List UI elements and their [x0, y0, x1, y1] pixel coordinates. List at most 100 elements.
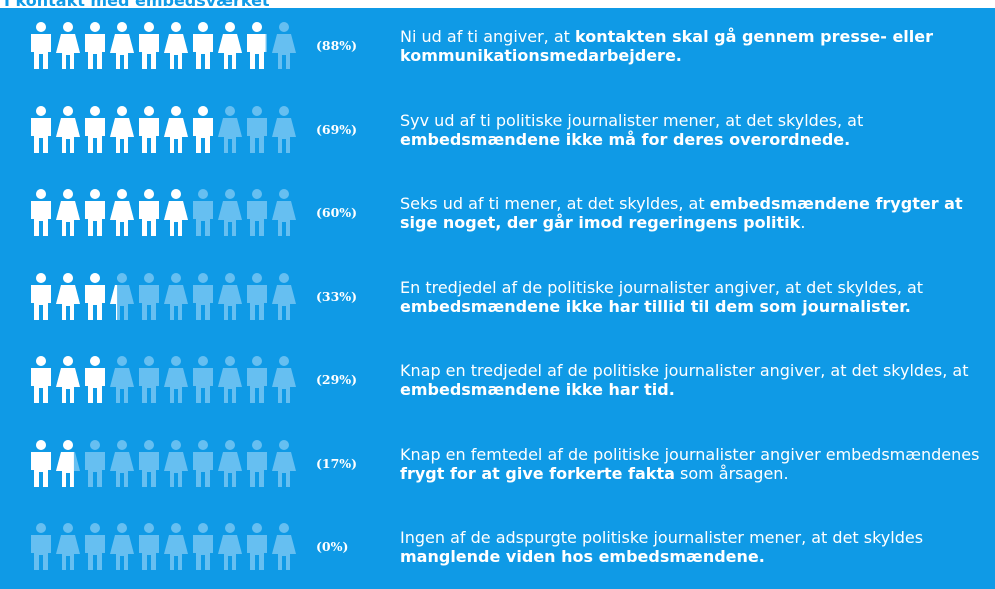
- person-icon: [164, 356, 188, 403]
- description-text: frygt for at give forkerte fakta: [400, 463, 675, 483]
- person-icon: [218, 272, 242, 320]
- person-icon: [56, 22, 80, 69]
- person-icon: [85, 523, 105, 570]
- description-text: Ni ud af ti angiver, at: [400, 27, 575, 46]
- person-icon: [247, 189, 267, 236]
- person-icon: [139, 105, 159, 153]
- person-icon: [139, 356, 159, 403]
- filled-icons: [31, 22, 266, 69]
- description: Ingen af de adspurgte politiske journali…: [400, 528, 980, 566]
- description: Syv ud af ti politiske journalister mene…: [400, 111, 980, 149]
- description-text: som årsagen.: [674, 463, 789, 483]
- person-icon: [110, 105, 134, 153]
- person-icon: [110, 22, 134, 69]
- description-text: Syv ud af ti politiske journalister mene…: [400, 110, 864, 130]
- row: (0%) Ingen af de adspurgte politiske jour…: [0, 509, 995, 589]
- row: (33%) En tredjedel af de politiske journa…: [0, 259, 995, 339]
- person-icon: [193, 22, 213, 69]
- person-icon: [272, 523, 296, 570]
- value-label: (0%): [316, 539, 349, 554]
- person-icon: [218, 523, 242, 570]
- icon-row: [31, 439, 296, 487]
- person-icon: [139, 523, 159, 570]
- person-icon: [56, 189, 80, 236]
- person-icon: [247, 356, 267, 403]
- description-text: Knap en femtedel af de politiske journal…: [400, 444, 980, 464]
- description-text: kontakten skal gå gennem presse- eller k…: [400, 27, 934, 65]
- person-icon: [164, 105, 188, 153]
- empty-icons: [31, 523, 296, 570]
- person-icon: [56, 272, 80, 320]
- row: (60%) Seks ud af ti mener, at det skyldes…: [0, 175, 995, 255]
- value-label: (33%): [316, 288, 358, 304]
- description-text: En tredjedel af de politiske journaliste…: [400, 277, 924, 297]
- row: (17%) Knap en femtedel af de politiske jo…: [0, 426, 995, 506]
- description: Knap en tredjedel af de politiske journa…: [400, 361, 980, 399]
- chart: (88%) Ni ud af ti angiver, at kontakten s…: [0, 8, 995, 588]
- chart-title: I kontakt med embedsværket: [4, 0, 270, 8]
- person-icon: [164, 22, 188, 69]
- person-icon: [85, 439, 105, 487]
- person-icon: [218, 439, 242, 487]
- value-label: (88%): [316, 38, 358, 53]
- person-icon: [218, 356, 242, 403]
- person-icon: [31, 439, 51, 487]
- person-icon: [85, 272, 105, 320]
- person-icon: [272, 105, 296, 153]
- person-icon: [31, 272, 51, 320]
- person-icon: [31, 22, 51, 69]
- person-icon: [85, 22, 105, 69]
- row: (29%) Knap en tredjedel af de politiske j…: [0, 342, 995, 422]
- person-icon: [110, 439, 134, 487]
- description-text: Seks ud af ti mener, at det skyldes, at: [400, 194, 710, 213]
- title-strip: I kontakt med embedsværket: [0, 0, 995, 8]
- person-icon: [164, 272, 188, 320]
- person-icon: [31, 356, 51, 403]
- icon-row: [31, 189, 296, 236]
- row: (69%) Syv ud af ti politiske journalister…: [0, 92, 995, 172]
- description: En tredjedel af de politiske journaliste…: [400, 278, 980, 316]
- description-text: .: [800, 213, 806, 232]
- row: (88%) Ni ud af ti angiver, at kontakten s…: [0, 8, 995, 88]
- person-icon: [31, 523, 51, 570]
- person-icon: [193, 189, 213, 236]
- description-text: Knap en tredjedel af de politiske journa…: [400, 361, 969, 380]
- person-icon: [56, 523, 80, 570]
- person-icon: [85, 356, 105, 403]
- description-text: embedsmændene ikke har tid.: [400, 380, 675, 399]
- icon-row: [31, 356, 296, 403]
- person-icon: [139, 22, 159, 69]
- person-icon: [193, 439, 213, 487]
- person-icon: [31, 189, 51, 236]
- person-icon: [139, 189, 159, 236]
- person-icon: [247, 22, 266, 69]
- person-icon: [218, 189, 242, 236]
- person-icon: [110, 189, 134, 236]
- person-icon: [247, 105, 267, 153]
- value-label: (29%): [316, 372, 358, 387]
- person-icon: [110, 356, 134, 403]
- person-icon: [247, 523, 267, 570]
- person-icon: [56, 356, 80, 403]
- value-label: (60%): [316, 205, 358, 220]
- person-icon: [139, 439, 159, 487]
- person-icon: [139, 272, 159, 320]
- value-label: (17%): [316, 455, 358, 471]
- person-icon: [272, 272, 296, 320]
- person-icon: [272, 189, 296, 236]
- icon-row: [31, 523, 296, 570]
- icon-row: [31, 105, 296, 153]
- person-icon: [110, 523, 134, 570]
- person-icon: [247, 272, 267, 320]
- description-text: Ingen af de adspurgte politiske journali…: [400, 528, 924, 547]
- person-icon: [193, 105, 213, 153]
- person-icon: [193, 356, 213, 403]
- person-icon: [193, 272, 213, 320]
- description-text: embedsmændene ikke må for deres overordn…: [400, 129, 851, 149]
- person-icon: [164, 189, 188, 236]
- person-icon: [164, 523, 188, 570]
- person-icon: [272, 356, 296, 403]
- person-icon: [218, 105, 242, 153]
- person-icon: [272, 439, 296, 487]
